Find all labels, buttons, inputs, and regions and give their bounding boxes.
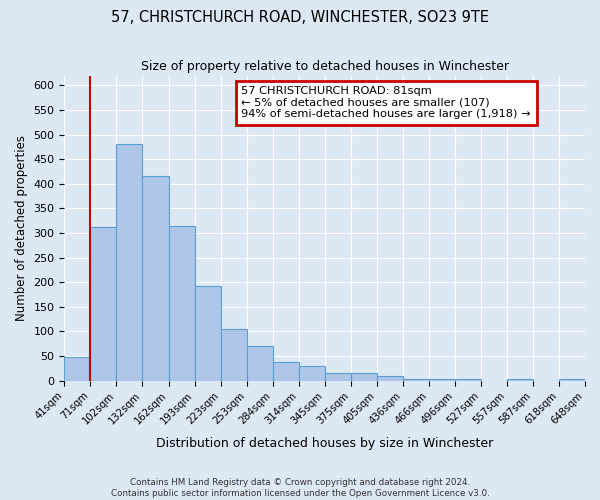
Title: Size of property relative to detached houses in Winchester: Size of property relative to detached ho… (141, 60, 509, 73)
Bar (299, 366, 325, 380)
X-axis label: Distribution of detached houses by size in Winchester: Distribution of detached houses by size … (156, 437, 493, 450)
Bar (403, 379, 429, 380)
Bar (247, 346, 272, 380)
Bar (325, 373, 351, 380)
Bar (455, 379, 481, 380)
Bar (221, 330, 247, 380)
Bar (194, 286, 221, 380)
Bar (429, 379, 455, 380)
Bar (272, 362, 299, 380)
Text: 57, CHRISTCHURCH ROAD, WINCHESTER, SO23 9TE: 57, CHRISTCHURCH ROAD, WINCHESTER, SO23 … (111, 10, 489, 25)
Bar (377, 376, 403, 380)
Bar (116, 144, 142, 380)
Text: Contains HM Land Registry data © Crown copyright and database right 2024.
Contai: Contains HM Land Registry data © Crown c… (110, 478, 490, 498)
Bar (64, 358, 91, 380)
Bar (91, 227, 116, 380)
Bar (507, 379, 533, 380)
Bar (559, 379, 585, 380)
Bar (169, 226, 194, 380)
Bar (142, 176, 169, 380)
Bar (351, 373, 377, 380)
Text: 57 CHRISTCHURCH ROAD: 81sqm
← 5% of detached houses are smaller (107)
94% of sem: 57 CHRISTCHURCH ROAD: 81sqm ← 5% of deta… (241, 86, 531, 120)
Y-axis label: Number of detached properties: Number of detached properties (15, 135, 28, 321)
